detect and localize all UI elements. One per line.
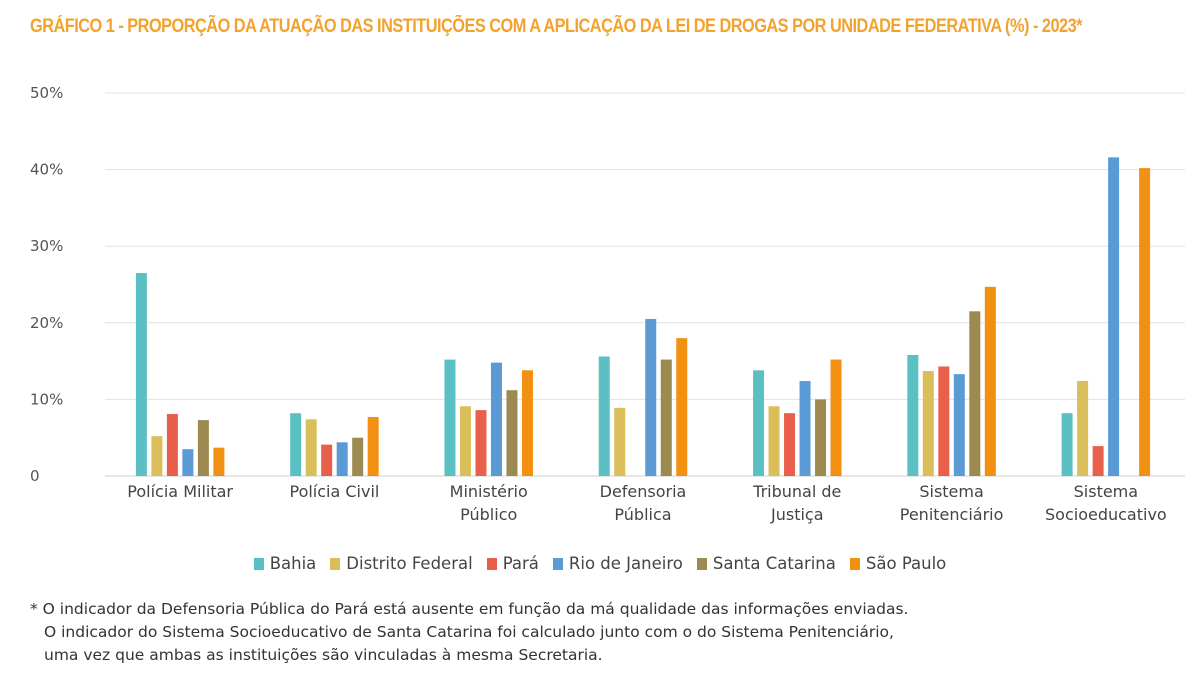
legend-label: Bahia	[269, 554, 317, 573]
x-tick-label: Sistema	[1074, 482, 1138, 501]
bar-santa-catarina	[660, 359, 672, 476]
x-tick-label: Polícia Civil	[289, 482, 379, 501]
bar-chart: 0 10% 20% 30% 40% 50% Polícia Militar Polícia C…	[30, 84, 1185, 524]
bar-rio-de-janeiro	[182, 449, 194, 476]
bar-rio-de-janeiro	[336, 442, 348, 476]
bar-pará	[1092, 446, 1104, 476]
bar-bahia	[753, 370, 765, 476]
bar-santa-catarina	[969, 311, 981, 476]
bar-distrito-federal	[1077, 381, 1089, 476]
legend-label: Rio de Janeiro	[568, 554, 683, 573]
bar-são-paulo	[213, 447, 225, 476]
bar-são-paulo	[1139, 168, 1151, 476]
legend-item: São Paulo	[849, 554, 947, 573]
y-tick-label: 50%	[30, 84, 63, 102]
y-tick-label: 30%	[30, 237, 63, 255]
bar-pará	[938, 366, 950, 476]
footnote: * O indicador da Defensoria Pública do P…	[30, 598, 908, 667]
legend-label: São Paulo	[865, 554, 947, 573]
x-tick-label: Ministério	[450, 482, 528, 501]
bar-santa-catarina	[815, 399, 827, 476]
legend-swatch	[696, 557, 707, 570]
chart-title: GRÁFICO 1 - PROPORÇÃO DA ATUAÇÃO DAS INS…	[30, 16, 1083, 37]
bar-pará	[166, 413, 178, 476]
bar-rio-de-janeiro	[645, 318, 657, 476]
x-tick-label: Tribunal de	[752, 482, 841, 501]
bar-são-paulo	[676, 338, 688, 476]
bar-rio-de-janeiro	[490, 362, 502, 476]
bar-distrito-federal	[922, 371, 934, 476]
legend-label: Distrito Federal	[346, 554, 473, 573]
y-tick-label: 40%	[30, 161, 63, 179]
x-tick-label: Público	[460, 505, 517, 524]
bar-rio-de-janeiro	[1108, 157, 1120, 476]
footnote-line: * O indicador da Defensoria Pública do P…	[30, 600, 909, 618]
footnote-line: O indicador do Sistema Socioeducativo de…	[44, 623, 894, 641]
legend-item: Distrito Federal	[330, 554, 473, 573]
bar-bahia	[290, 413, 302, 476]
x-tick-label: Defensoria	[600, 482, 687, 501]
x-tick-label: Penitenciário	[900, 505, 1004, 524]
bar-santa-catarina	[352, 437, 364, 476]
x-tick-label: Socioeducativo	[1045, 505, 1167, 524]
legend: Bahia Distrito Federal Pará Rio de Janeiro S…	[0, 554, 1200, 573]
bar-pará	[321, 444, 333, 476]
bar-rio-de-janeiro	[953, 374, 965, 476]
y-tick-label: 20%	[30, 314, 63, 332]
legend-swatch	[849, 557, 860, 570]
bar-bahia	[598, 356, 610, 476]
x-tick-label: Pública	[614, 505, 671, 524]
legend-swatch	[253, 557, 264, 570]
bar-distrito-federal	[459, 406, 471, 476]
legend-swatch	[330, 557, 341, 570]
bar-distrito-federal	[768, 406, 780, 476]
legend-item: Bahia	[253, 554, 317, 573]
bar-pará	[784, 413, 796, 476]
legend-item: Santa Catarina	[696, 554, 836, 573]
x-tick-label: Sistema	[919, 482, 983, 501]
x-tick-label: Justiça	[770, 505, 824, 524]
bar-são-paulo	[367, 417, 379, 476]
x-tick-label: Polícia Militar	[127, 482, 233, 501]
bar-distrito-federal	[305, 419, 317, 476]
bar-distrito-federal	[151, 436, 163, 476]
bar-rio-de-janeiro	[799, 381, 811, 476]
bar-distrito-federal	[614, 407, 626, 476]
legend-label: Pará	[502, 554, 539, 573]
legend-label: Santa Catarina	[712, 554, 836, 573]
bar-santa-catarina	[506, 390, 518, 476]
bar-bahia	[907, 354, 919, 476]
y-tick-label: 0	[30, 467, 40, 485]
legend-item: Rio de Janeiro	[552, 554, 683, 573]
bar-bahia	[444, 359, 456, 476]
footnote-line: uma vez que ambas as instituições são vi…	[44, 646, 603, 664]
bar-são-paulo	[521, 370, 533, 476]
bar-são-paulo	[830, 359, 842, 476]
legend-swatch	[552, 557, 563, 570]
bar-bahia	[1061, 413, 1073, 476]
bar-são-paulo	[984, 286, 996, 476]
y-tick-label: 10%	[30, 390, 63, 408]
bar-santa-catarina	[197, 420, 209, 476]
legend-item: Pará	[486, 554, 539, 573]
bar-pará	[475, 410, 487, 476]
legend-swatch	[486, 557, 497, 570]
bar-bahia	[135, 273, 147, 476]
